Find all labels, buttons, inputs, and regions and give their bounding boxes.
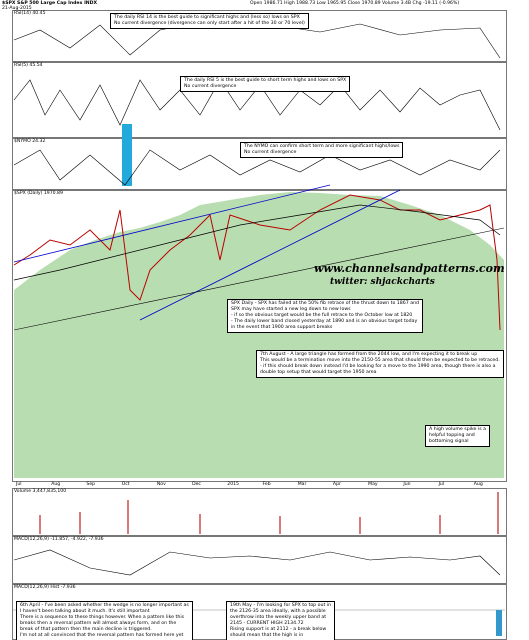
annotation-line: SPX may have started a new leg down to n…: [231, 307, 351, 312]
highlight: [122, 124, 132, 186]
month-label: Jun: [403, 482, 411, 487]
annotation-line: double top setup that would target the 1…: [260, 370, 377, 375]
month-label: Apr: [332, 482, 341, 487]
month-label: Oct: [121, 482, 130, 487]
annotation-line: - if this should break down instead I'd …: [260, 364, 496, 369]
watermark: www.channelsandpatterns.com: [314, 262, 505, 275]
month-label: Jul: [16, 482, 22, 487]
panel-label: RSI(5) 45.54: [14, 63, 43, 68]
date: 21-Aug-2015: [2, 6, 32, 11]
annotation-line: the 2126-35 area ideally, with a possibl…: [230, 609, 326, 614]
annotation-line: No current divergence: [184, 84, 237, 89]
panel-label: $SPX (Daily) 1970.89: [14, 191, 63, 196]
month-label: Mar: [297, 482, 307, 487]
annotation: 19th May - I'm looking for SPX to top ou…: [226, 601, 336, 640]
month-label: May: [368, 482, 378, 487]
annotation-line: 19th May - I'm looking for SPX to top ou…: [230, 603, 332, 608]
annotation-line: The daily RSI 5 is the best guide to sho…: [184, 78, 347, 83]
annotation-line: This would be a termination move into th…: [260, 358, 500, 363]
annotation-line: SPX Daily - SPX has failed at the 50% fi…: [231, 301, 420, 306]
annotation-line: - if so the obvious target would be the …: [231, 313, 413, 318]
annotation-line: 6th April - I've been asked whether the …: [20, 603, 189, 608]
nymo-line: [13, 149, 501, 186]
trend-line: [139, 189, 401, 321]
support-line: [13, 227, 505, 331]
annotation: The daily RSI 14 is the best guide to si…: [110, 13, 309, 29]
annotation-line: The NYMO can confirm short term and more…: [244, 144, 400, 149]
month-label: Feb: [262, 482, 271, 487]
symbol: $SPX S&P 500 Large Cap Index INDX: [2, 1, 97, 6]
macd-line: [13, 549, 501, 576]
annotation-line: in the event that 1900 area support brea…: [231, 325, 333, 330]
annotation-line: A high volume spike is a: [429, 427, 487, 432]
annotation-line: Rising support is at 2112 - a break belo…: [230, 627, 327, 632]
annotation-line: I haven't been talking about it much. It…: [20, 609, 150, 614]
annotation-line: 7th August - A large triangle has formed…: [260, 352, 478, 357]
annotation: 6th April - I've been asked whether the …: [16, 601, 193, 640]
panel-label: Volume 3,447,835,100: [14, 489, 67, 494]
annotation: SPX Daily - SPX has failed at the 50% fi…: [227, 299, 424, 333]
annotation: The NYMO can confirm short term and more…: [240, 142, 404, 158]
panel-label: $NYMO 24.32: [14, 139, 46, 144]
annotation: A high volume spike is a helpful topping …: [425, 425, 491, 447]
annotation-line: I'm not at all convinced that the revers…: [20, 633, 184, 638]
moving-average: [13, 204, 501, 281]
hist-bar: [496, 610, 502, 636]
quote: Open 1986.71 High 1988.73 Low 1965.95 Cl…: [250, 1, 460, 6]
nymo-panel: [12, 138, 507, 190]
month-label: Aug: [473, 482, 483, 487]
annotation-line: bottoming signal: [429, 439, 469, 444]
annotation-line: overthrow into the weekly upper band at: [230, 615, 327, 620]
month-label: Sep: [86, 482, 96, 487]
watermark: twitter: shjackcharts: [330, 277, 435, 287]
annotation: The daily RSI 5 is the best guide to sho…: [180, 76, 351, 92]
annotation-line: break of that pattern then the main decl…: [20, 627, 152, 632]
macd-panel: [12, 536, 507, 584]
annotation-line: No current divergence: [244, 150, 297, 155]
annotation-line: 2145 - CURRENT HIGH 2134.72: [230, 621, 304, 626]
annotation-line: helpful topping and: [429, 433, 475, 438]
volume-area: [14, 192, 504, 478]
price-line: [13, 194, 501, 331]
annotation: 7th August - A large triangle has formed…: [256, 350, 504, 378]
month-label: Dec: [192, 482, 201, 487]
month-label: Nov: [156, 482, 166, 487]
panel-label: MACD(12,26,9) -11.857, -4.922, -7.936: [14, 537, 104, 542]
annotation-line: breaks then a reversal pattern will almo…: [20, 621, 177, 626]
month-label: Jul: [438, 482, 445, 487]
annotation-line: The daily RSI 14 is the best guide to si…: [114, 15, 300, 20]
annotation-line: No current divergence (divergence can on…: [114, 21, 305, 26]
panel-label: RSI(14) 40.45: [14, 11, 46, 16]
annotation-line: There is a sequence to these things howe…: [20, 615, 185, 620]
month-label: Aug: [51, 482, 61, 487]
annotation-line: should mean that the high is in: [230, 633, 304, 638]
volume-panel: [12, 488, 507, 536]
trend-line: [13, 184, 331, 263]
annotation-line: - The daily lower band closed yesterday …: [231, 319, 418, 324]
rsi5-line: [13, 79, 501, 131]
panel-label: MACD(12,26,9) Hist -7.936: [14, 585, 76, 590]
rsi5-panel: [12, 62, 507, 138]
month-label: 2015: [227, 482, 239, 487]
volume-bars: [39, 492, 499, 534]
